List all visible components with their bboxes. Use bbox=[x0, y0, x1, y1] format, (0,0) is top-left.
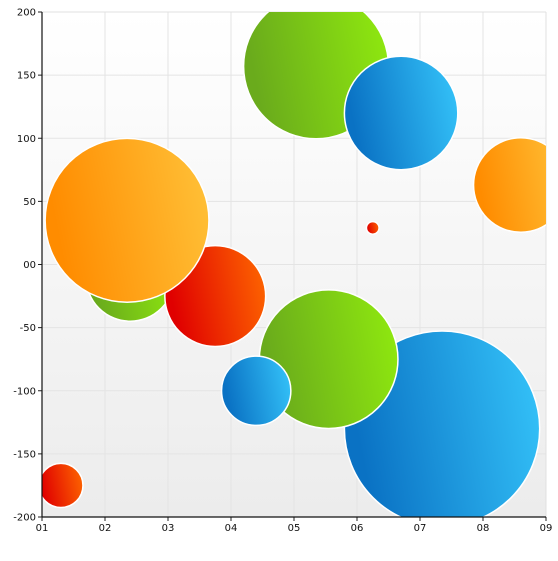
y-tick-label: 50 bbox=[23, 197, 36, 208]
axes bbox=[38, 11, 547, 521]
x-tick-label: 05 bbox=[288, 523, 301, 534]
bubble-point[interactable] bbox=[472, 136, 558, 233]
y-tick-label: 150 bbox=[17, 71, 36, 82]
bubble-point[interactable] bbox=[365, 220, 380, 235]
y-tick-label: -150 bbox=[13, 449, 36, 460]
bubble-point[interactable] bbox=[44, 137, 210, 303]
bubble-point[interactable] bbox=[343, 55, 459, 171]
bubble-point[interactable] bbox=[220, 355, 292, 427]
x-tick-label: 01 bbox=[36, 523, 49, 534]
tick-labels: 01 02 03 04 05 06 07 08 09 200 150 100 50 00 -50 -100 -1… bbox=[13, 8, 552, 535]
y-tick-label: -100 bbox=[13, 386, 36, 397]
y-tick-label: 00 bbox=[23, 260, 36, 271]
x-tick-label: 09 bbox=[540, 523, 553, 534]
bubble-point[interactable] bbox=[39, 462, 84, 509]
x-tick-label: 02 bbox=[99, 523, 112, 534]
x-tick-label: 03 bbox=[162, 523, 175, 534]
x-tick-label: 07 bbox=[414, 523, 427, 534]
y-tick-label: 200 bbox=[17, 8, 36, 19]
x-tick-label: 06 bbox=[351, 523, 364, 534]
y-tick-label: -50 bbox=[20, 323, 36, 334]
y-tick-label: -200 bbox=[13, 513, 36, 524]
bubble-layer bbox=[39, 12, 558, 517]
x-tick-label: 04 bbox=[225, 523, 238, 534]
y-tick-label: 100 bbox=[17, 134, 36, 145]
x-tick-label: 08 bbox=[477, 523, 490, 534]
